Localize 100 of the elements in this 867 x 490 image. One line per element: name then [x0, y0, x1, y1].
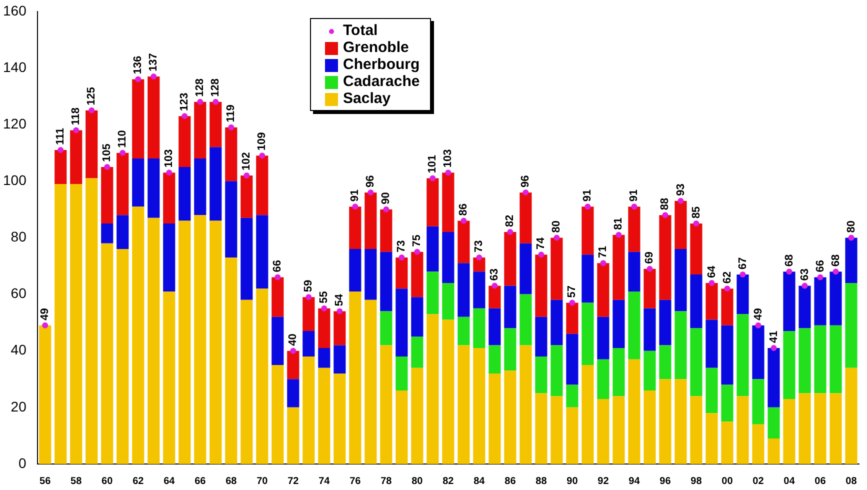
legend-label: Cherbourg: [343, 56, 420, 73]
point: [616, 232, 622, 238]
bar: [272, 364, 284, 464]
point: [786, 268, 792, 275]
point: [88, 107, 95, 114]
point: [460, 218, 467, 224]
bar: [644, 390, 656, 464]
bar: [690, 224, 702, 274]
data-label: 123: [178, 92, 191, 112]
x-tick-label: 60: [102, 476, 114, 487]
bar: [550, 345, 563, 396]
bar: [225, 258, 238, 464]
bar: [830, 393, 842, 464]
x-tick-label: 56: [40, 476, 52, 487]
point: [538, 252, 544, 258]
bar: [116, 249, 129, 464]
bar: [582, 364, 594, 464]
x-tick-label: 00: [722, 476, 734, 487]
bar: [194, 215, 206, 464]
bar: [798, 393, 811, 464]
data-label: 96: [364, 175, 377, 188]
point: [584, 204, 591, 210]
x-tick-label: 68: [226, 476, 238, 487]
legend-label: Cadarache: [343, 73, 420, 90]
data-label: 119: [225, 104, 238, 122]
data-label: 67: [736, 257, 749, 270]
bar: [736, 274, 749, 314]
data-label: 63: [488, 268, 501, 281]
data-label: 66: [814, 260, 826, 272]
bar: [210, 147, 222, 221]
point: [755, 322, 762, 328]
bar: [659, 300, 672, 346]
bar: [302, 297, 315, 332]
data-label: 128: [194, 78, 206, 97]
bar: [628, 291, 640, 360]
data-label: 81: [612, 218, 625, 230]
bar: [178, 220, 191, 464]
bar: [706, 320, 718, 368]
y-tick-label: 100: [3, 172, 27, 188]
bar: [597, 359, 610, 399]
point: [73, 127, 80, 134]
x-tick-label: 82: [442, 476, 454, 487]
data-label: 103: [442, 149, 454, 168]
bar: [814, 277, 826, 326]
x-tick-label: 02: [752, 476, 764, 487]
bar: [458, 345, 470, 464]
data-label: 64: [706, 264, 718, 278]
bar: [334, 373, 346, 464]
bar: [210, 102, 222, 148]
bar: [504, 286, 516, 328]
bar: [768, 348, 780, 408]
bar: [504, 328, 516, 371]
point: [212, 98, 219, 105]
data-label: 137: [148, 53, 160, 72]
point: [352, 204, 358, 210]
point: [430, 175, 436, 182]
bar: [566, 407, 578, 464]
bar: [240, 175, 253, 218]
point: [42, 322, 48, 328]
data-label: 105: [101, 144, 114, 162]
point: [58, 147, 64, 154]
bar: [442, 172, 454, 232]
legend-label: Saclay: [343, 90, 391, 107]
data-label: 74: [535, 236, 548, 250]
bar: [349, 291, 362, 464]
bar: [721, 422, 734, 464]
bar: [488, 308, 501, 346]
bar: [334, 311, 346, 346]
bar: [814, 393, 826, 464]
data-label: 88: [659, 198, 672, 210]
bar: [148, 158, 160, 218]
bar: [256, 156, 268, 216]
bar: [364, 249, 377, 300]
bar: [396, 390, 408, 464]
point: [290, 348, 296, 354]
bar: [396, 356, 408, 390]
data-label: 57: [566, 286, 578, 298]
point: [631, 204, 638, 210]
bar: [287, 350, 300, 380]
bar: [458, 263, 470, 317]
bar: [272, 277, 284, 317]
bar: [411, 297, 424, 337]
bar: [628, 252, 640, 292]
bar: [752, 325, 764, 380]
bar: [644, 308, 656, 351]
bar: [582, 302, 594, 365]
bar: [101, 166, 114, 224]
bar: [721, 384, 734, 422]
data-label: 125: [86, 87, 98, 106]
point: [476, 254, 482, 260]
bar: [768, 438, 780, 464]
bar: [706, 282, 718, 320]
point: [740, 271, 746, 278]
x-tick-label: 98: [690, 476, 702, 487]
bar: [380, 209, 392, 252]
bar: [690, 274, 702, 328]
point: [802, 282, 808, 289]
legend-label: Grenoble: [343, 39, 409, 56]
point: [600, 260, 606, 266]
bar: [178, 166, 191, 221]
